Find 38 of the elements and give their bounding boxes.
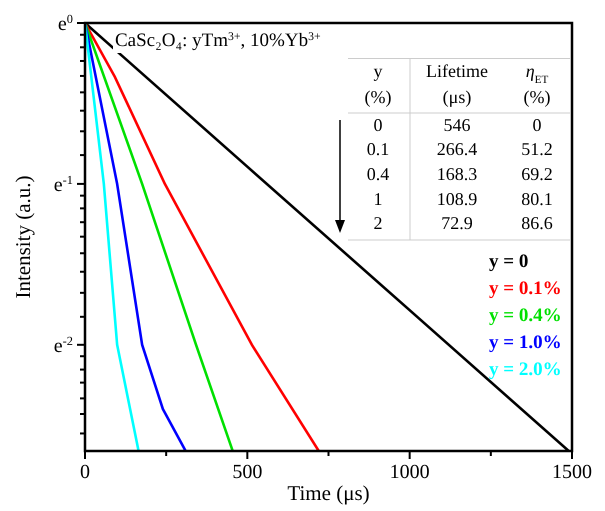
annotation: (μs) [442, 87, 472, 107]
text: y = 2.0% [489, 359, 562, 380]
annotation: y [374, 61, 382, 81]
annotation: 0.1 [366, 139, 390, 159]
annotation: CaSc₂O₄: yTm$^{3+}$, 10%Yb$^{3+}$ [115, 30, 321, 51]
line-series [85, 23, 320, 451]
line-series [85, 23, 187, 451]
text: y = 1.0% [489, 332, 562, 353]
annotation: (%) [364, 87, 392, 107]
x-tick-label: 1500 [552, 461, 592, 483]
text: y = 0 [489, 251, 528, 272]
y-tick-label: e$^{-1}$ [54, 172, 73, 196]
text: y = 0.4% [489, 305, 562, 326]
annotation: 168.3 [436, 164, 478, 184]
annotation: 108.9 [436, 189, 478, 209]
annotation: Lifetime [426, 61, 488, 81]
annotation: 51.2 [521, 139, 553, 159]
annotation: (%) [524, 87, 550, 107]
annotation: η$_{ET}$ [526, 61, 548, 86]
annotation: 0 [374, 115, 382, 135]
annotation: 546 [444, 115, 470, 135]
y-axis-title: Intensity (a.u.) [11, 175, 35, 299]
annotation: 266.4 [436, 139, 478, 159]
annotation: 72.9 [441, 213, 473, 233]
y-tick-label: e$^{0}$ [58, 12, 73, 35]
annotation: 86.6 [521, 213, 553, 233]
annotation: 0 [532, 115, 542, 135]
x-tick-label: 500 [232, 461, 262, 483]
x-tick-label: 0 [80, 461, 90, 483]
annotation: 2 [374, 213, 382, 233]
x-tick-label: 1000 [390, 461, 430, 483]
annotation: 69.2 [521, 164, 553, 184]
annotation: 0.4 [366, 164, 390, 184]
text: y = 0.1% [489, 278, 562, 299]
x-axis-title: Time (μs) [287, 481, 370, 505]
y-tick-label: e$^{-2}$ [54, 334, 73, 357]
annotation: 80.1 [521, 189, 553, 209]
annotation: 1 [374, 189, 382, 209]
